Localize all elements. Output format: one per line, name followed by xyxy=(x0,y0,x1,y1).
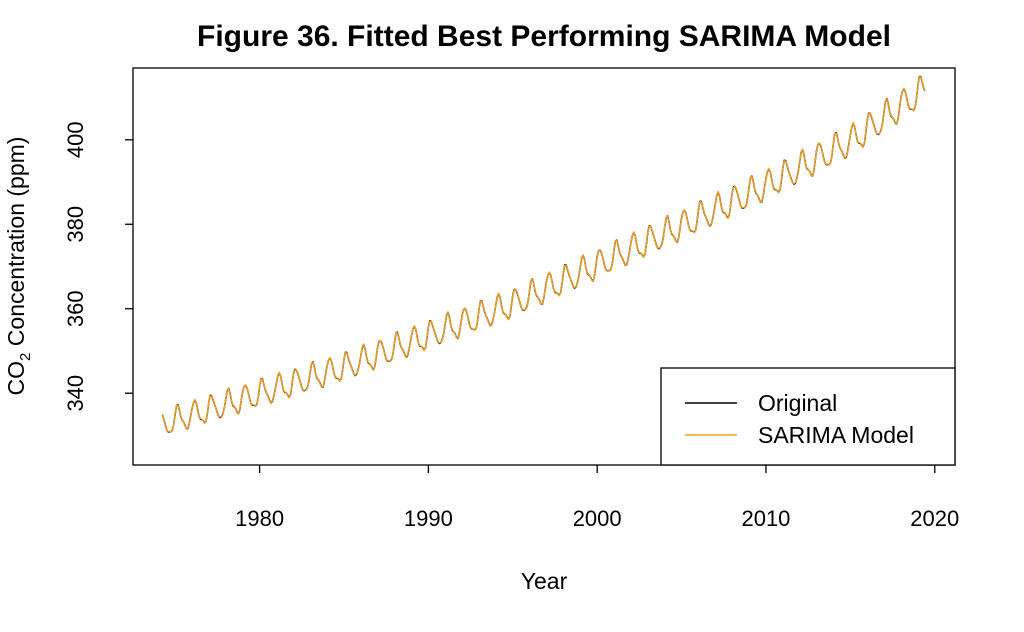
x-tick-label: 1980 xyxy=(235,506,284,531)
x-tick-label: 2020 xyxy=(910,506,959,531)
y-axis-label-group: CO2 Concentration (ppm) xyxy=(3,137,34,396)
x-tick-label: 1990 xyxy=(404,506,453,531)
legend-box xyxy=(660,367,956,466)
y-axis-label-prefix: CO xyxy=(3,361,29,396)
y-tick-label: 380 xyxy=(63,206,88,243)
chart-title: Figure 36. Fitted Best Performing SARIMA… xyxy=(197,20,891,53)
legend-label-sarima-model: SARIMA Model xyxy=(758,422,914,448)
legend-label-original: Original xyxy=(758,390,837,416)
y-tick-label: 400 xyxy=(63,121,88,158)
y-axis-label: CO2 Concentration (ppm) xyxy=(3,137,34,396)
x-tick-label: 2000 xyxy=(573,506,622,531)
x-axis: 1980 1990 2000 2010 2020 xyxy=(235,465,959,531)
y-axis-label-subscript: 2 xyxy=(17,353,34,361)
x-tick-label: 2010 xyxy=(741,506,790,531)
y-tick-label: 340 xyxy=(63,375,88,412)
y-axis-label-suffix: Concentration (ppm) xyxy=(3,137,29,353)
x-axis-label: Year xyxy=(521,568,568,594)
legend: Original SARIMA Model xyxy=(660,367,956,466)
series-layer xyxy=(161,75,926,433)
plot-frame xyxy=(132,67,956,466)
y-tick-label: 360 xyxy=(63,290,88,327)
series-line-sarima-model xyxy=(161,76,926,433)
y-axis: 340 360 380 400 xyxy=(63,121,133,412)
